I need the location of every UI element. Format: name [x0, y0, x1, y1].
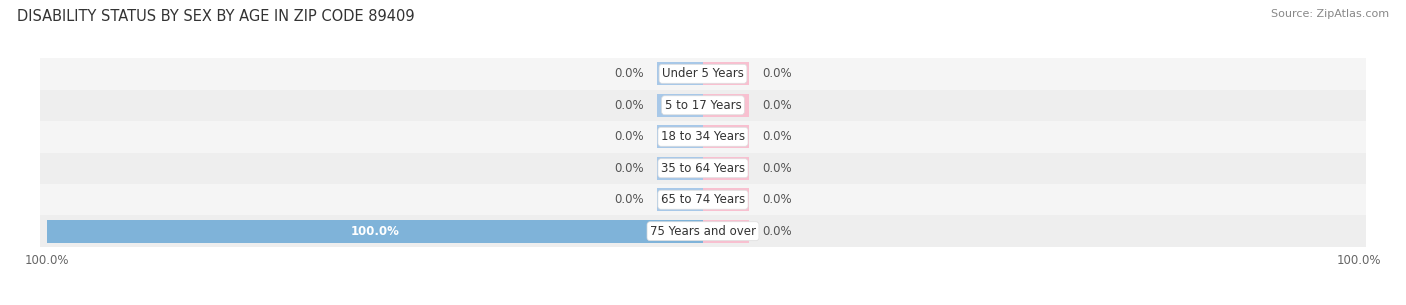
Bar: [41, 215, 1365, 247]
Bar: [41, 184, 1365, 215]
Text: 5 to 17 Years: 5 to 17 Years: [665, 99, 741, 112]
Text: 0.0%: 0.0%: [614, 162, 644, 175]
Text: 75 Years and over: 75 Years and over: [650, 225, 756, 238]
Text: 65 to 74 Years: 65 to 74 Years: [661, 193, 745, 206]
Bar: [657, 125, 703, 148]
Text: 0.0%: 0.0%: [614, 130, 644, 143]
Text: 0.0%: 0.0%: [762, 225, 792, 238]
Text: Source: ZipAtlas.com: Source: ZipAtlas.com: [1271, 9, 1389, 19]
Text: Under 5 Years: Under 5 Years: [662, 67, 744, 80]
Text: 0.0%: 0.0%: [614, 193, 644, 206]
Bar: [46, 220, 703, 242]
Bar: [41, 152, 1365, 184]
Bar: [657, 157, 703, 180]
Bar: [703, 220, 749, 242]
Bar: [703, 157, 749, 180]
Bar: [703, 63, 749, 85]
Text: 0.0%: 0.0%: [614, 99, 644, 112]
Text: 0.0%: 0.0%: [762, 67, 792, 80]
Bar: [41, 58, 1365, 90]
Bar: [703, 94, 749, 117]
Bar: [703, 125, 749, 148]
Text: 18 to 34 Years: 18 to 34 Years: [661, 130, 745, 143]
Text: 0.0%: 0.0%: [762, 162, 792, 175]
Text: 0.0%: 0.0%: [614, 67, 644, 80]
Text: DISABILITY STATUS BY SEX BY AGE IN ZIP CODE 89409: DISABILITY STATUS BY SEX BY AGE IN ZIP C…: [17, 9, 415, 24]
Text: 0.0%: 0.0%: [762, 130, 792, 143]
Bar: [41, 90, 1365, 121]
Bar: [41, 121, 1365, 152]
Text: 100.0%: 100.0%: [350, 225, 399, 238]
Text: 0.0%: 0.0%: [762, 193, 792, 206]
Text: 0.0%: 0.0%: [762, 99, 792, 112]
Bar: [703, 188, 749, 211]
Text: 35 to 64 Years: 35 to 64 Years: [661, 162, 745, 175]
Bar: [657, 94, 703, 117]
Bar: [657, 188, 703, 211]
Bar: [657, 63, 703, 85]
